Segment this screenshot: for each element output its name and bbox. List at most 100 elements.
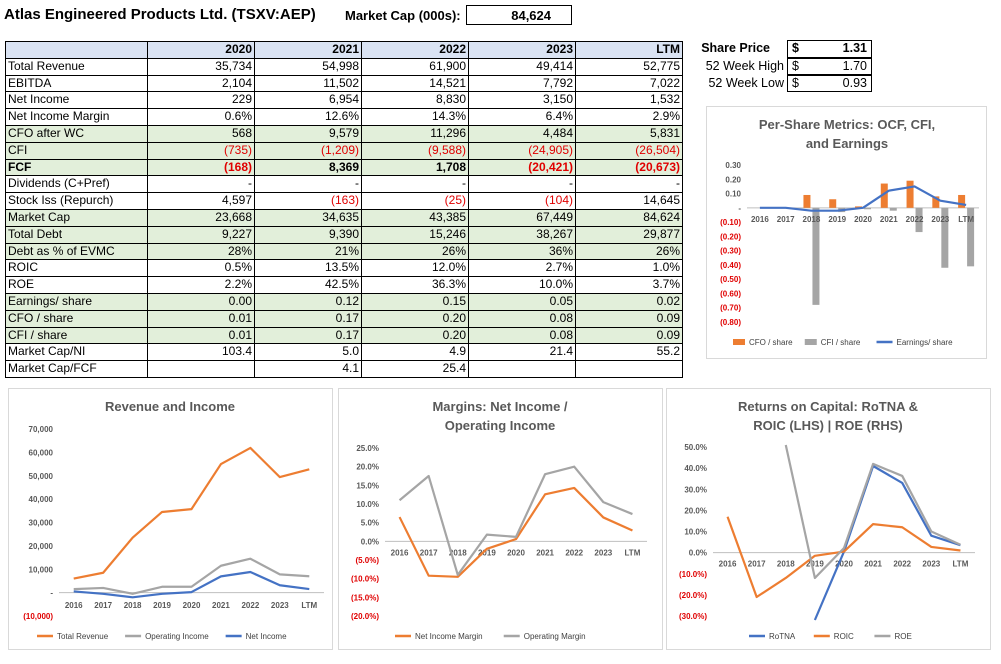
x-tick-label: 2018: [777, 560, 795, 569]
table-cell: 0.17: [254, 309, 362, 328]
per-share-chart: Per-Share Metrics: OCF, CFI, and Earnings…: [720, 117, 979, 347]
table-cell: 35,734: [147, 57, 255, 76]
table-cell: 42.5%: [254, 276, 362, 294]
x-tick-label: 2019: [806, 560, 824, 569]
table-cell: 4,597: [147, 192, 255, 210]
table-cell: [468, 360, 576, 378]
returns-chart-panel: Returns on Capital: RoTNA & ROIC (LHS) | …: [666, 388, 991, 650]
chart-title: Per-Share Metrics: OCF, CFI, and Earnings: [759, 117, 935, 151]
x-tick-label: 2016: [391, 548, 409, 557]
row-label: Dividends (C+Pref): [5, 175, 148, 194]
row-label: CFI / share: [5, 326, 148, 345]
table-cell: 1,532: [575, 91, 683, 110]
table-cell: 14,521: [361, 74, 469, 93]
table-cell: 0.08: [468, 326, 576, 345]
row-label: ROIC: [5, 259, 148, 278]
table-cell: 28%: [147, 242, 255, 261]
table-cell: 2.2%: [147, 276, 255, 294]
table-cell: 3,150: [468, 91, 576, 110]
week-high-label: 52 Week High: [705, 59, 784, 73]
y-tick-label: 10.0%: [356, 500, 379, 509]
table-cell: 8,830: [361, 91, 469, 110]
share-price-value: 1.31: [842, 41, 867, 55]
bar: [803, 194, 811, 208]
table-cell: (1,209): [254, 141, 362, 160]
x-tick-label: 2017: [748, 560, 766, 569]
x-tick-label: 2017: [420, 548, 438, 557]
table-cell: 8,369: [254, 158, 362, 177]
table-row: ROIC 0.5% 13.5% 12.0% 2.7% 1.0%: [5, 259, 683, 278]
y-tick-label: 25.0%: [356, 444, 379, 453]
legend-label: Net Income Margin: [415, 632, 483, 641]
legend-swatch: [733, 339, 745, 345]
column-header: 2022: [361, 41, 469, 59]
row-label: CFO / share: [5, 309, 148, 328]
table-cell: 15,246: [361, 225, 469, 244]
table-row: Earnings/ share 0.00 0.12 0.15 0.05 0.02: [5, 292, 683, 311]
table-cell: (168): [147, 158, 255, 177]
x-tick-label: 2020: [835, 560, 853, 569]
table-row: EBITDA 2,104 11,502 14,521 7,792 7,022: [5, 74, 683, 93]
table-cell: 0.6%: [147, 108, 255, 126]
series-line: [813, 464, 961, 621]
table-cell: 6,954: [254, 91, 362, 110]
x-tick-label: 2019: [478, 548, 496, 557]
table-row: ROE 2.2% 42.5% 36.3% 10.0% 3.7%: [5, 276, 683, 294]
table-cell: 21.4: [468, 343, 576, 362]
bar: [958, 194, 966, 208]
table-cell: 7,022: [575, 74, 683, 93]
bar: [932, 196, 940, 208]
table-cell: 29,877: [575, 225, 683, 244]
revenue-income-chart: Revenue and Income 70,000 60,000 50,000 40,0…: [23, 399, 324, 641]
y-tick-label: 50,000: [29, 472, 54, 481]
table-row: Debt as % of EVMC 28% 21% 26% 36% 26%: [5, 242, 683, 261]
bar: [855, 206, 862, 208]
y-tick-label: 40,000: [29, 495, 54, 504]
table-row: CFI (735) (1,209) (9,588) (24,905) (26,504): [5, 141, 683, 160]
bar: [915, 207, 923, 233]
x-tick-label: 2018: [449, 548, 467, 557]
row-label: Debt as % of EVMC: [5, 242, 148, 261]
y-tick-label: (0.50): [720, 275, 741, 284]
table-cell: 11,502: [254, 74, 362, 93]
table-cell: (26,504): [575, 141, 683, 160]
series-line: [398, 465, 633, 577]
y-tick-label: (15.0%): [351, 593, 379, 602]
table-cell: 0.09: [575, 309, 683, 328]
week-low-label: 52 Week Low: [708, 76, 784, 90]
x-tick-label: LTM: [301, 601, 317, 610]
table-row: Stock Iss (Repurch) 4,597 (163) (25) (104) 14…: [5, 192, 683, 210]
table-cell: 6.4%: [468, 108, 576, 126]
y-tick-label: 0.30: [725, 161, 741, 170]
y-tick-label: (0.70): [720, 304, 741, 313]
bar: [941, 207, 949, 268]
table-cell: 12.6%: [254, 108, 362, 126]
row-label: Market Cap: [5, 208, 148, 227]
row-label: Total Debt: [5, 225, 148, 244]
table-row: CFI / share 0.01 0.17 0.20 0.08 0.09: [5, 326, 683, 345]
y-tick-label: (5.0%): [355, 556, 379, 565]
table-cell: 84,624: [575, 208, 683, 227]
table-header-row: 2020 2021 2022 2023 LTM: [5, 41, 683, 59]
y-tick-label: (0.40): [720, 261, 741, 270]
table-cell: 0.20: [361, 326, 469, 345]
row-label: ROE: [5, 276, 148, 294]
row-label: CFI: [5, 141, 148, 160]
margins-chart: Margins: Net Income / Operating Income 25.…: [351, 399, 647, 641]
table-cell: 12.0%: [361, 259, 469, 278]
table-cell: [575, 360, 683, 378]
table-cell: 0.01: [147, 326, 255, 345]
table-cell: (20,673): [575, 158, 683, 177]
x-tick-label: 2020: [854, 215, 872, 224]
y-tick-label: (10.0%): [351, 575, 379, 584]
x-tick-label: 2021: [212, 601, 230, 610]
legend-label: Earnings/ share: [897, 338, 954, 347]
y-tick-label: 20,000: [29, 542, 54, 551]
bar: [829, 199, 837, 208]
table-cell: (735): [147, 141, 255, 160]
y-tick-label: 10.0%: [684, 528, 707, 537]
row-label: FCF: [5, 158, 148, 177]
row-label: Net Income: [5, 91, 148, 110]
table-cell: -: [254, 175, 362, 194]
table-cell: 26%: [361, 242, 469, 261]
